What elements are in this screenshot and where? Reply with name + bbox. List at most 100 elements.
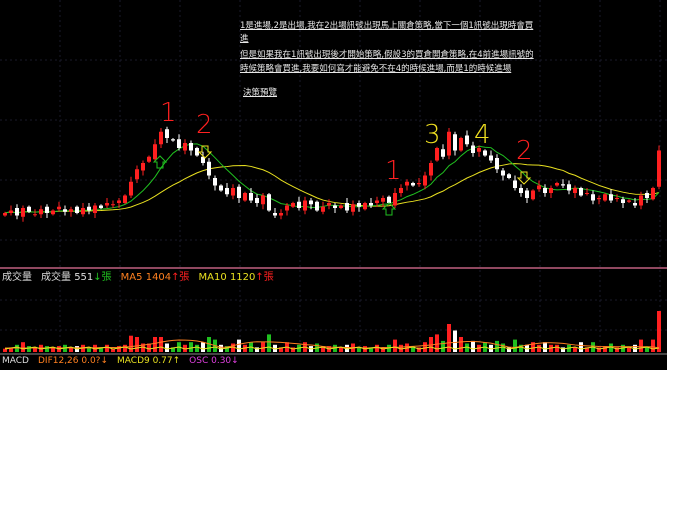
down-arrow-icon: ↓: [93, 272, 102, 283]
volume-bar: [3, 348, 7, 352]
candle-body: [285, 205, 289, 211]
candle-body: [585, 193, 589, 194]
candle-body: [651, 188, 655, 200]
macd-osc: OSC 0.30↓: [189, 356, 239, 366]
candle-body: [135, 169, 139, 180]
candle-body: [441, 149, 445, 157]
volume-bar: [459, 337, 463, 352]
candle-body: [309, 200, 313, 205]
candle-body: [171, 139, 175, 141]
volume-bar: [603, 346, 607, 352]
volume-bar: [471, 340, 475, 352]
volume-bar: [273, 344, 277, 352]
candle-body: [513, 180, 517, 188]
volume-bar: [639, 339, 643, 352]
volume-bar: [207, 337, 211, 352]
volume-bar: [357, 347, 361, 352]
stock-chart-panel: 1是進場,2是出場,我在2出場訊號出現馬上關倉策略,當下一個1訊號出現時會買 進…: [0, 0, 667, 370]
candle-body: [615, 198, 619, 199]
volume-bar: [195, 344, 199, 352]
candle-body: [267, 194, 271, 211]
candle-body: [273, 213, 277, 216]
volume-bar: [135, 337, 139, 352]
candle-body: [345, 203, 349, 211]
volume-ma5: MA5 1404↑張: [121, 272, 190, 284]
candle-body: [561, 184, 565, 186]
annotation-2b: 2: [516, 136, 533, 166]
volume-bar: [609, 343, 613, 352]
candle-body: [237, 186, 241, 198]
candle-body: [99, 205, 103, 208]
ma5-unit: 張: [179, 272, 190, 283]
volume-bar: [507, 347, 511, 352]
candle-body: [183, 143, 187, 151]
volume-bar: [123, 344, 127, 352]
candle-body: [549, 188, 553, 193]
note-link[interactable]: 決策預覽: [243, 88, 278, 98]
candle-body: [255, 198, 259, 203]
volume-bar: [585, 347, 589, 352]
volume-bar: [9, 347, 13, 352]
volume-bar: [573, 347, 577, 352]
candle-body: [597, 198, 601, 200]
volume-bar: [501, 343, 505, 352]
candle-body: [411, 183, 415, 186]
volume-bar: [261, 342, 265, 352]
candle-body: [531, 190, 535, 200]
candle-body: [303, 200, 307, 211]
ma10-unit: 張: [263, 272, 274, 283]
note-line-3: 但是如果我在1訊號出現後才開始策略,假設3的買倉開倉策略,在4前進場訊號的: [240, 50, 534, 60]
candle-body: [459, 138, 463, 151]
volume-bar: [279, 347, 283, 352]
volume-bar: [561, 347, 565, 352]
volume-bar: [339, 347, 343, 352]
volume-bar: [321, 346, 325, 352]
candle-body: [357, 203, 361, 207]
candle-body: [507, 174, 511, 178]
candle-body: [159, 131, 163, 145]
candle-body: [633, 203, 637, 206]
volume-number: 551: [74, 272, 94, 283]
candle-body: [117, 200, 121, 203]
buy-arrow-icon: [152, 155, 168, 169]
candle-body: [327, 203, 331, 206]
candle-body: [147, 156, 151, 162]
candle-body: [627, 200, 631, 202]
note-line-1: 1是進場,2是出場,我在2出場訊號出現馬上關倉策略,當下一個1訊號出現時會買: [240, 21, 534, 31]
volume-bar: [93, 344, 97, 352]
candle-body: [393, 193, 397, 206]
candle-body: [51, 210, 55, 215]
candle-body: [87, 206, 91, 211]
volume-bar: [189, 342, 193, 352]
candle-body: [63, 209, 67, 212]
candle-body: [339, 205, 343, 208]
candle-body: [621, 199, 625, 203]
candle-body: [45, 206, 49, 213]
candle-body: [435, 148, 439, 161]
volume-bar: [543, 342, 547, 352]
candle-body: [537, 185, 541, 190]
candle-body: [483, 150, 487, 156]
candle-body: [201, 156, 205, 163]
volume-bar: [513, 339, 517, 352]
volume-bar: [45, 346, 49, 352]
ma10-value: 1120: [229, 272, 256, 283]
candle-body: [81, 208, 85, 215]
volume-bar: [69, 347, 73, 352]
volume-unit: 張: [101, 272, 112, 283]
volume-bar: [417, 347, 421, 352]
candle-body: [153, 144, 157, 160]
macd-signal: MACD9 0.77↑: [117, 356, 181, 366]
volume-bar: [267, 334, 271, 352]
volume-bar: [423, 342, 427, 352]
candle-body: [15, 208, 19, 216]
candle-body: [111, 204, 115, 206]
candle-body: [489, 155, 493, 161]
annotation-4: 4: [474, 120, 491, 150]
candle-body: [249, 193, 253, 201]
volume-bar: [519, 344, 523, 352]
volume-bar: [495, 340, 499, 352]
volume-bar: [579, 342, 583, 352]
note-line-4: 時候策略會買進,我要如何寫才能避免不在4的時候進場,而是1的時候進場: [240, 64, 512, 74]
candle-body: [375, 200, 379, 203]
